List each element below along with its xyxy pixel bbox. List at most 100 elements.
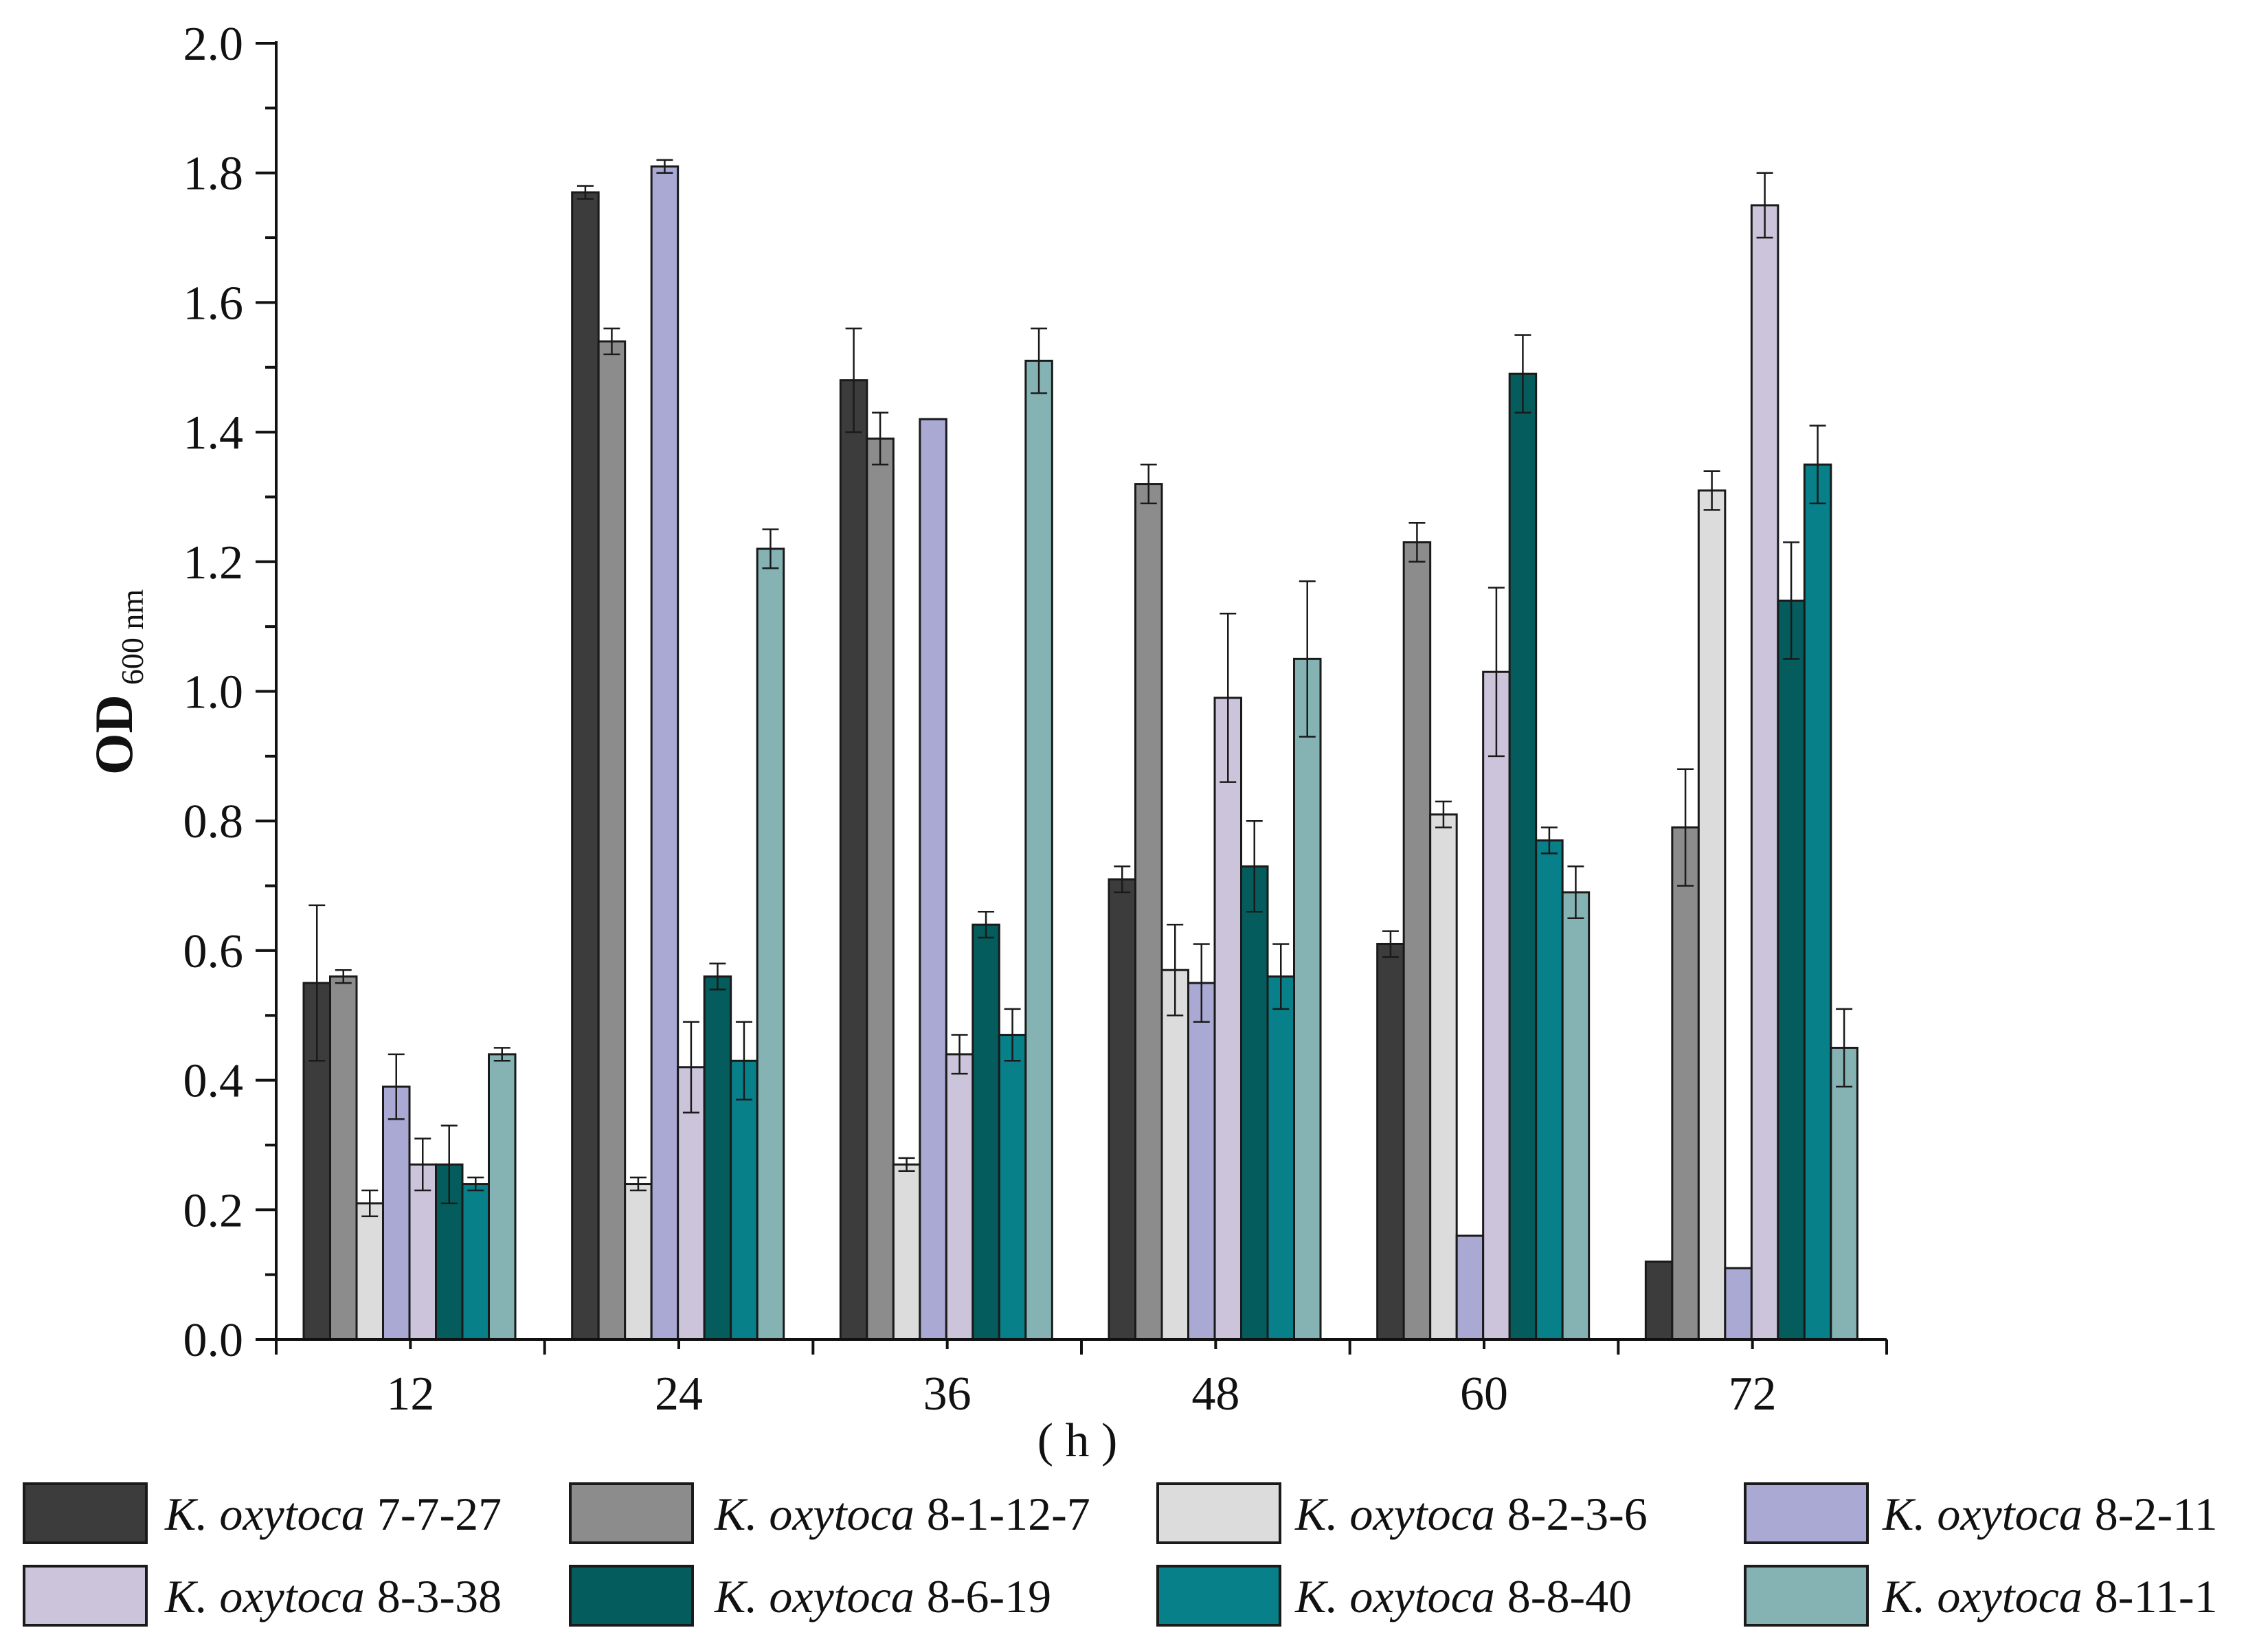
bar-8-1-12-7-60 [1402, 541, 1432, 1341]
legend-label-prefix: K. oxytoca [1882, 1570, 2082, 1622]
error-bar-7-7-27-36 [845, 327, 862, 433]
y-tick-label: 1.8 [183, 148, 244, 201]
bar-8-8-40-12 [461, 1183, 490, 1341]
error-bar-8-2-3-6-36 [898, 1157, 915, 1172]
bar-8-3-38-48 [1213, 697, 1242, 1341]
legend-label-strain: 8-3-38 [377, 1570, 502, 1622]
error-bar-8-1-12-7-60 [1408, 521, 1426, 563]
bar-8-1-12-7-48 [1134, 483, 1163, 1341]
y-tick-label: 1.6 [183, 277, 244, 330]
error-bar-8-11-1-72 [1836, 1008, 1853, 1088]
bar-8-2-3-6-72 [1697, 489, 1727, 1341]
y-tick-label: 2.0 [183, 18, 244, 71]
bar-7-7-27-24 [571, 191, 600, 1341]
bar-8-6-19-48 [1240, 865, 1269, 1341]
error-bar-8-6-19-48 [1246, 819, 1263, 913]
bar-8-2-11-36 [919, 418, 947, 1341]
legend-label: K. oxytoca 7-7-27 [164, 1488, 502, 1540]
bar-8-2-3-6-24 [624, 1183, 653, 1341]
error-bar-8-8-40-72 [1809, 425, 1826, 505]
legend-label-strain: 8-2-3-6 [1507, 1488, 1648, 1540]
error-bar-8-6-19-36 [978, 911, 995, 939]
error-bar-8-2-3-6-48 [1167, 923, 1184, 1017]
legend-swatch [569, 1565, 694, 1627]
bar-7-7-27-48 [1108, 878, 1136, 1341]
y-tick-label: 0.2 [183, 1184, 244, 1237]
error-bar-8-8-40-48 [1272, 943, 1290, 1010]
error-bar-8-3-38-12 [414, 1138, 431, 1192]
legend-label-prefix: K. oxytoca [164, 1488, 365, 1540]
error-bar-8-1-12-7-72 [1677, 768, 1694, 887]
bar-8-8-40-48 [1266, 975, 1295, 1341]
error-bar-7-7-27-24 [576, 185, 594, 200]
y-axis-label-main: OD [84, 694, 144, 775]
bar-8-6-19-60 [1508, 372, 1538, 1341]
legend-swatch [569, 1482, 694, 1544]
y-tick-label: 0.8 [183, 795, 244, 848]
legend-swatch [23, 1482, 148, 1544]
x-tick-label: 12 [386, 1368, 434, 1421]
legend-label-prefix: K. oxytoca [1294, 1488, 1495, 1540]
legend-label-prefix: K. oxytoca [1294, 1570, 1495, 1622]
bar-8-2-3-6-48 [1160, 969, 1189, 1341]
bar-8-11-1-24 [756, 547, 785, 1341]
bar-8-1-12-7-36 [866, 438, 895, 1341]
legend-label: K. oxytoca 8-8-40 [1294, 1570, 1632, 1622]
legend-label: K. oxytoca 8-3-38 [164, 1570, 502, 1622]
x-tick-label: 72 [1729, 1368, 1777, 1421]
legend-label: K. oxytoca 8-2-3-6 [1294, 1488, 1648, 1540]
legend-label-strain: 7-7-27 [377, 1488, 502, 1540]
bar-8-2-11-48 [1187, 982, 1216, 1341]
error-bar-8-2-3-6-60 [1435, 800, 1452, 828]
legend-entry-7-7-27: K. oxytoca 7-7-27 [23, 1482, 502, 1544]
x-axis-label: ( h ) [1037, 1414, 1118, 1467]
bar-8-1-12-7-24 [597, 340, 627, 1341]
legend-label: K. oxytoca 8-6-19 [714, 1570, 1051, 1622]
error-bar-8-11-1-48 [1299, 580, 1316, 738]
legend-swatch [1156, 1482, 1281, 1544]
y-tick-label: 1.2 [183, 536, 244, 589]
bar-8-11-1-72 [1830, 1046, 1859, 1341]
bar-8-2-11-12 [382, 1085, 411, 1341]
legend-swatch [1156, 1565, 1281, 1627]
legend-swatch [1744, 1482, 1869, 1544]
y-axis-label: OD 600 nm [84, 589, 150, 776]
bar-8-6-19-72 [1777, 599, 1806, 1341]
y-tick-label: 0.4 [183, 1055, 244, 1108]
error-bar-8-2-11-12 [388, 1053, 405, 1120]
legend-label-prefix: K. oxytoca [714, 1488, 914, 1540]
error-bar-8-1-12-7-24 [603, 327, 620, 356]
error-bar-8-11-1-12 [493, 1047, 510, 1062]
bar-8-3-38-72 [1750, 204, 1779, 1341]
x-tick-label: 24 [655, 1368, 703, 1421]
error-bar-8-3-38-72 [1756, 172, 1773, 239]
legend-entry-8-2-11: K. oxytoca 8-2-11 [1744, 1482, 2218, 1544]
bar-8-8-40-60 [1535, 839, 1564, 1341]
error-bar-8-1-12-7-12 [335, 969, 352, 984]
bar-8-8-40-24 [730, 1059, 759, 1341]
error-bar-8-2-3-6-12 [361, 1189, 379, 1217]
y-tick-label: 1.0 [183, 666, 244, 719]
error-bar-8-8-40-24 [735, 1021, 752, 1101]
legend-entry-8-8-40: K. oxytoca 8-8-40 [1156, 1565, 1632, 1627]
bar-8-3-38-36 [945, 1053, 974, 1341]
error-bar-8-3-38-36 [951, 1034, 968, 1075]
legend-label-strain: 8-6-19 [927, 1570, 1051, 1622]
bar-8-2-3-6-36 [892, 1163, 921, 1341]
bar-8-1-12-7-12 [329, 975, 358, 1341]
legend-entry-8-1-12-7: K. oxytoca 8-1-12-7 [569, 1482, 1090, 1544]
x-tick-label: 36 [923, 1368, 972, 1421]
legend-label-strain: 8-11-1 [2095, 1570, 2218, 1622]
bar-8-3-38-24 [677, 1066, 706, 1341]
error-bar-8-3-38-60 [1487, 587, 1505, 758]
plot-area [302, 159, 1859, 1341]
error-bar-8-8-40-60 [1540, 826, 1558, 855]
legend-label-prefix: K. oxytoca [714, 1570, 914, 1622]
legend-label-strain: 8-8-40 [1507, 1570, 1632, 1622]
y-tick-label: 0.6 [183, 925, 244, 978]
legend-label-prefix: K. oxytoca [1882, 1488, 2082, 1540]
error-bar-8-6-19-24 [709, 962, 726, 991]
bar-7-7-27-60 [1376, 942, 1405, 1341]
axes: 0.0 0.2 0.4 0.6 0.8 1.0 1.2 1.4 1.6 1.8 2.0 12 24 36 4… [183, 18, 1888, 1421]
